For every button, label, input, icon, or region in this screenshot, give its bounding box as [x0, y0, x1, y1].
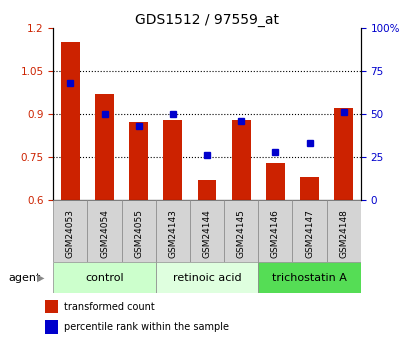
Bar: [333, 108, 352, 200]
Bar: [61, 42, 80, 200]
Bar: [231, 120, 250, 200]
Bar: [45, 300, 58, 313]
Text: control: control: [85, 273, 124, 283]
Bar: [53, 200, 87, 262]
Text: GSM24054: GSM24054: [100, 209, 109, 258]
Text: GSM24148: GSM24148: [338, 209, 347, 258]
Text: GSM24144: GSM24144: [202, 209, 211, 258]
Text: retinoic acid: retinoic acid: [172, 273, 241, 283]
Text: GSM24143: GSM24143: [168, 209, 177, 258]
Bar: [224, 200, 258, 262]
Text: transformed count: transformed count: [64, 302, 155, 312]
Bar: [163, 120, 182, 200]
Bar: [45, 320, 58, 334]
Bar: [87, 200, 121, 262]
Text: agent: agent: [8, 273, 40, 283]
Text: GSM24146: GSM24146: [270, 209, 279, 258]
Bar: [155, 262, 258, 293]
Bar: [129, 122, 148, 200]
Bar: [189, 200, 224, 262]
Bar: [265, 163, 284, 200]
Bar: [292, 200, 326, 262]
Text: trichostatin A: trichostatin A: [272, 273, 346, 283]
Bar: [121, 200, 155, 262]
Bar: [258, 200, 292, 262]
Bar: [258, 262, 360, 293]
Bar: [299, 177, 318, 200]
Bar: [326, 200, 360, 262]
Bar: [197, 180, 216, 200]
Title: GDS1512 / 97559_at: GDS1512 / 97559_at: [135, 12, 279, 27]
Text: ▶: ▶: [37, 273, 44, 283]
Text: percentile rank within the sample: percentile rank within the sample: [64, 322, 229, 332]
Bar: [155, 200, 189, 262]
Text: GSM24053: GSM24053: [66, 209, 75, 258]
Bar: [53, 262, 155, 293]
Text: GSM24147: GSM24147: [304, 209, 313, 258]
Text: GSM24055: GSM24055: [134, 209, 143, 258]
Text: GSM24145: GSM24145: [236, 209, 245, 258]
Bar: [95, 94, 114, 200]
